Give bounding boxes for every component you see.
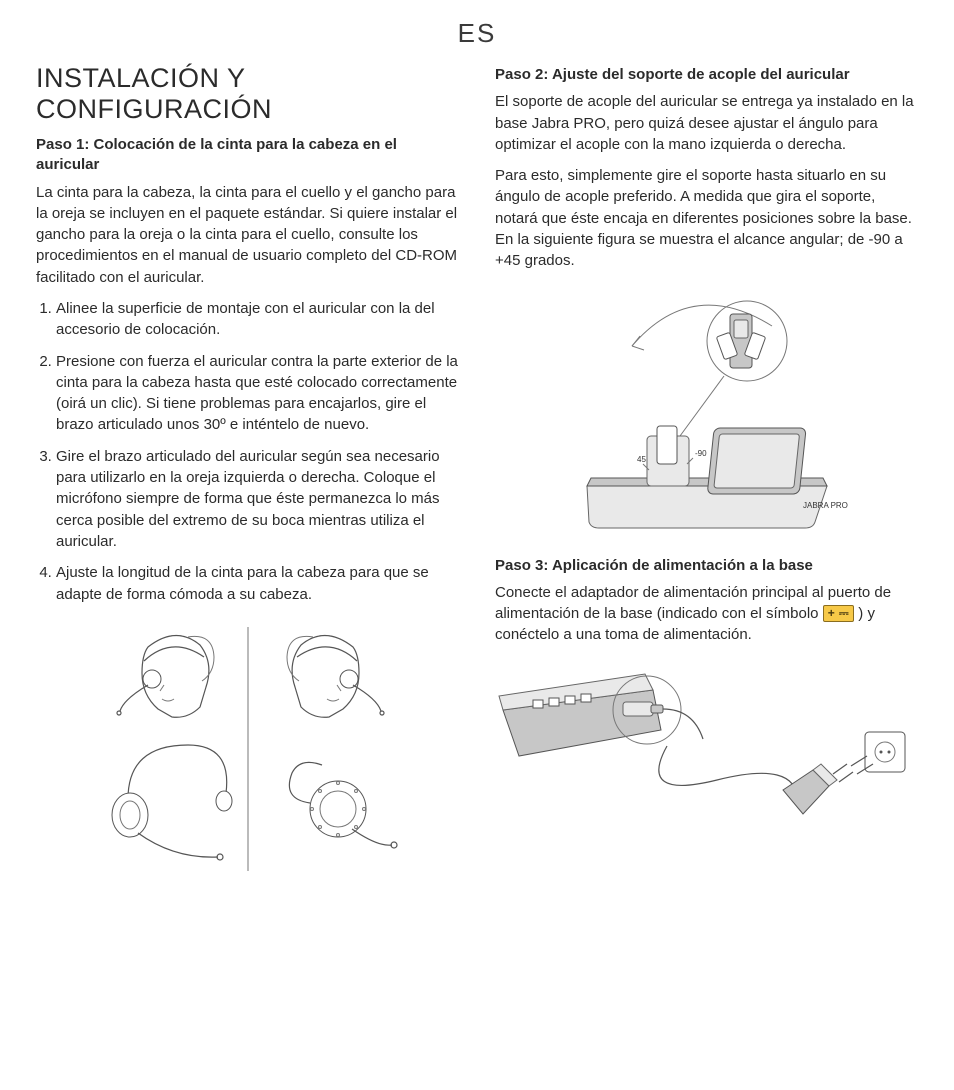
step1-item: Ajuste la longitud de la cinta para la c… [56, 562, 459, 605]
step1-list: Alinee la superficie de montaje con el a… [36, 298, 459, 605]
manual-page: ES INSTALACIÓN Y CONFIGURACIÓN Paso 1: C… [0, 0, 954, 929]
headset-illustration [78, 619, 418, 879]
step2-heading: Paso 2: Ajuste del soporte de acople del… [495, 65, 918, 85]
step2-paragraph: El soporte de acople del auricular se en… [495, 91, 918, 155]
angle-max-label: 45 [637, 455, 646, 464]
step1-heading: Paso 1: Colocación de la cinta para la c… [36, 135, 459, 176]
power-symbol-icon: + ⎓ [823, 605, 854, 622]
step1-item: Gire el brazo articulado del auricular s… [56, 446, 459, 552]
left-column: INSTALACIÓN Y CONFIGURACIÓN Paso 1: Colo… [36, 59, 459, 889]
step1-item: Presione con fuerza el auricular contra … [56, 351, 459, 436]
step1-intro-text: La cinta para la cabeza, la cinta para e… [36, 182, 459, 288]
step3-paragraph: Conecte el adaptador de alimentación pri… [495, 582, 918, 646]
right-column: Paso 2: Ajuste del soporte de acople del… [495, 59, 918, 889]
section-title: INSTALACIÓN Y CONFIGURACIÓN [36, 63, 459, 125]
angle-min-label: -90 [695, 449, 707, 458]
step3-heading: Paso 3: Aplicación de alimentación a la … [495, 556, 918, 576]
step2-paragraph: Para esto, simplemente gire el soporte h… [495, 165, 918, 271]
base-dock-illustration: 45 -90 JABRA PRO [542, 286, 872, 546]
power-illustration [497, 660, 917, 830]
step1-item: Alinee la superficie de montaje con el a… [56, 298, 459, 341]
two-column-layout: INSTALACIÓN Y CONFIGURACIÓN Paso 1: Colo… [36, 59, 918, 889]
brand-label: JABRA PRO [803, 501, 848, 510]
language-code: ES [36, 18, 918, 49]
